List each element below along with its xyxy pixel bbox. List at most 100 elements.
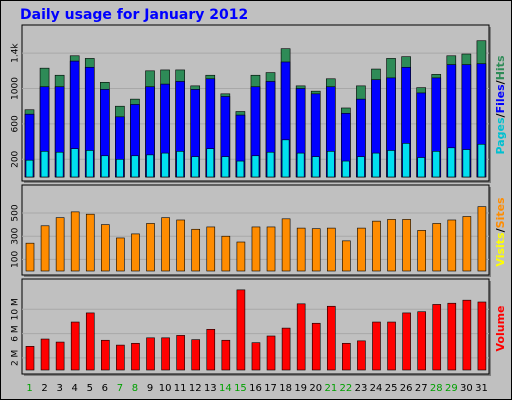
y-tick-label: 600	[11, 115, 21, 132]
volume-bar	[311, 322, 321, 371]
x-tick-label: 18	[279, 383, 292, 394]
volume-bar	[176, 335, 185, 371]
pages-bar	[221, 156, 230, 178]
volume-bar	[161, 337, 170, 371]
legend-entry: /	[494, 227, 507, 232]
x-tick-label: 16	[249, 383, 262, 394]
sites-bar	[146, 223, 155, 272]
x-tick-label: 10	[159, 383, 172, 394]
pages-bar	[55, 151, 64, 178]
sites-bar	[342, 240, 351, 272]
x-tick-label: 6	[102, 383, 108, 394]
pages-bar	[70, 148, 79, 178]
sites-bar	[462, 216, 472, 272]
sites-bar	[266, 226, 276, 272]
pages-bar	[191, 156, 200, 178]
volume-bar	[191, 339, 201, 371]
sites-bar	[206, 226, 216, 272]
legend-entry: Visits	[494, 232, 507, 267]
x-tick-label: 27	[415, 383, 428, 394]
x-tick-label: 21	[324, 383, 337, 394]
x-tick-label: 3	[56, 383, 62, 394]
sites-bar	[326, 227, 336, 272]
sites-bar	[40, 225, 50, 272]
volume-bar	[432, 304, 442, 371]
volume-bar	[296, 303, 306, 371]
legend-2: Visits/Sites	[494, 197, 507, 267]
x-tick-label: 31	[475, 383, 488, 394]
sites-bar	[311, 228, 321, 272]
x-tick-label: 20	[309, 383, 322, 394]
legend-entry: Files	[494, 84, 507, 114]
pages-bar	[432, 151, 441, 178]
x-tick-label: 4	[72, 383, 78, 394]
volume-bar	[206, 329, 216, 371]
x-tick-label: 19	[294, 383, 307, 394]
x-tick-label: 17	[264, 383, 277, 394]
legend-3: Volume	[494, 306, 507, 352]
volume-bar	[281, 327, 291, 371]
pages-bar	[40, 151, 49, 178]
legend-entry: Pages	[494, 117, 507, 155]
volume-bar	[402, 312, 411, 371]
volume-bar	[131, 342, 140, 371]
y-tick-label: 1000	[11, 77, 21, 100]
legend-entry: Sites	[494, 197, 507, 228]
pages-bar	[131, 155, 139, 178]
x-tick-label: 24	[370, 383, 383, 394]
volume-bar	[251, 342, 261, 371]
sites-bar	[432, 223, 442, 272]
y-tick-label: 200	[11, 150, 21, 167]
volume-bar	[462, 299, 472, 371]
legend-entry: /	[494, 112, 507, 117]
x-tick-label: 23	[355, 383, 368, 394]
volume-bar	[417, 311, 426, 371]
x-tick-label: 7	[117, 383, 123, 394]
sites-bar	[281, 218, 291, 272]
sites-bar	[417, 230, 426, 272]
sites-bar	[477, 206, 487, 272]
pages-bar	[311, 156, 320, 178]
volume-bar	[447, 302, 457, 371]
sites-bar	[221, 235, 231, 272]
sites-bar	[402, 219, 411, 272]
y-tick-label: 2 M	[11, 350, 21, 366]
pages-bar	[296, 152, 305, 178]
x-tick-label: 2	[41, 383, 47, 394]
x-tick-label: 29	[445, 383, 458, 394]
pages-bar	[206, 148, 215, 178]
volume-bar	[326, 305, 336, 371]
volume-bar	[342, 342, 351, 371]
pages-bar	[176, 151, 184, 178]
chart-title: Daily usage for January 2012	[20, 7, 249, 23]
legend-entry: Hits	[494, 55, 507, 80]
pages-bar	[25, 159, 34, 178]
pages-bar	[236, 160, 245, 178]
y-tick-label: 10 M	[11, 298, 21, 320]
pages-bar	[251, 155, 260, 178]
pages-bar	[116, 159, 124, 178]
x-tick-label: 25	[385, 383, 398, 394]
sites-bar	[161, 217, 170, 272]
sites-bar	[55, 217, 65, 272]
sites-bar	[116, 237, 125, 272]
pages-bar	[101, 155, 109, 178]
sites-bar	[387, 219, 396, 272]
x-tick-label: 8	[132, 383, 138, 394]
sites-bar	[176, 219, 185, 272]
pages-bar	[372, 152, 380, 178]
x-tick-label: 13	[204, 383, 217, 394]
volume-bar	[40, 338, 50, 371]
x-tick-label: 5	[87, 383, 93, 394]
y-tick-label: 1.4k	[11, 43, 21, 63]
pages-bar	[357, 156, 365, 178]
y-tick-label: 100	[11, 251, 21, 268]
sites-bar	[70, 211, 80, 272]
sites-bar	[372, 220, 381, 272]
sites-bar	[251, 226, 261, 272]
sites-bar	[357, 227, 366, 272]
x-tick-label: 1	[26, 383, 32, 394]
volume-bar	[357, 340, 366, 371]
pages-bar	[146, 154, 154, 178]
